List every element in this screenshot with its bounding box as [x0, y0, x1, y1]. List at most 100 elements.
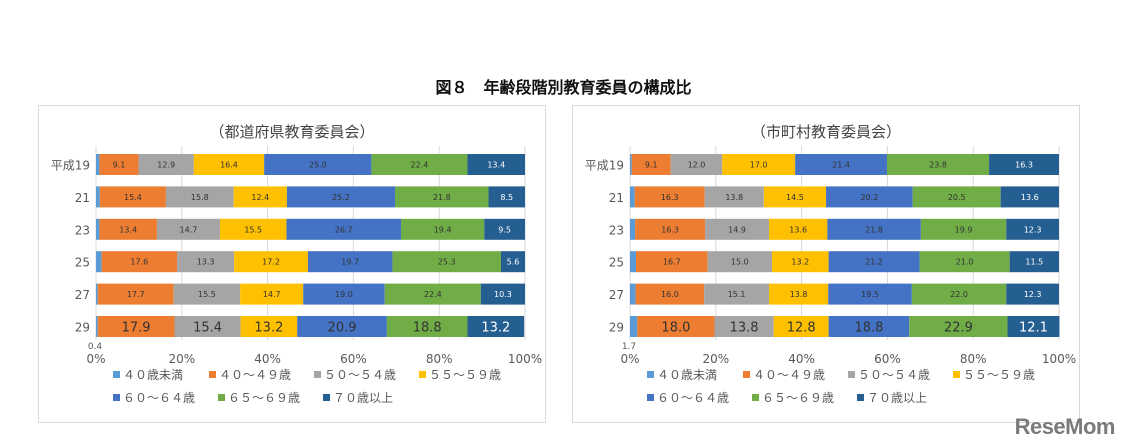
y-category-label: 平成19 — [51, 159, 90, 173]
data-label: 21.8 — [433, 193, 451, 202]
data-label: 15.5 — [244, 225, 262, 234]
bar-segment — [828, 283, 912, 305]
bar-segment — [371, 154, 468, 175]
bar-segment — [286, 218, 402, 240]
bar-segment — [467, 154, 525, 175]
data-label: 14.7 — [263, 290, 281, 299]
legend-swatch — [743, 371, 750, 378]
data-label: 13.4 — [119, 225, 137, 234]
bar-segment — [96, 154, 100, 175]
bar-segment — [177, 251, 235, 273]
data-label: 15.4 — [193, 321, 222, 336]
data-label: 15.1 — [728, 290, 746, 299]
data-label: 12.3 — [1024, 290, 1042, 299]
data-label: 13.8 — [790, 290, 808, 299]
bar-segment — [630, 154, 632, 175]
legend-label: ６５～６９歳 — [762, 391, 834, 405]
bar-segment — [989, 154, 1059, 175]
bar-segment — [630, 316, 638, 337]
data-label: 18.8 — [854, 321, 883, 336]
data-label: 19.5 — [861, 290, 879, 299]
bar-segment — [286, 186, 396, 208]
bar-segment — [264, 154, 372, 175]
data-label: 13.2 — [791, 258, 809, 267]
municipal-chart: （市町村教育委員会） 0% 20% 40% 60% 80% 100% 平成19 9.1 12.0 1… — [585, 123, 1076, 405]
bar-segment — [156, 218, 220, 240]
x-tick-label: 80% — [960, 352, 987, 366]
bar-segment — [722, 154, 796, 175]
bar-segment — [828, 251, 920, 273]
legend-swatch — [323, 394, 330, 401]
data-label: 12.9 — [157, 161, 175, 170]
legend-label: ７０歳以上 — [867, 391, 927, 405]
data-label: 15.5 — [198, 290, 216, 299]
bar-segment — [773, 316, 829, 337]
bar-segment — [96, 251, 102, 273]
bar-segment — [826, 186, 913, 208]
bar-segment — [240, 316, 298, 337]
legend-swatch — [752, 394, 759, 401]
prefecture-chart-panel: （都道府県教育委員会） 0% 20% 40% 60% 80% 100% 平成19 9.1 12.9… — [38, 105, 546, 423]
data-label: 21.4 — [832, 161, 850, 170]
bar-segment — [392, 251, 501, 273]
bar-segment — [635, 283, 705, 305]
y-category-label: 21 — [75, 191, 90, 205]
data-label: 13.6 — [1021, 193, 1039, 202]
y-category-label: 27 — [75, 288, 90, 302]
bar-segment — [173, 283, 241, 305]
y-category-label: 29 — [609, 321, 624, 335]
legend-label: ６０～６４歳 — [123, 391, 195, 405]
data-label: 19.7 — [341, 258, 359, 267]
data-label: 13.6 — [789, 225, 807, 234]
bar-segment — [827, 218, 921, 240]
data-label: 17.6 — [130, 258, 148, 267]
data-label: 13.4 — [487, 161, 505, 170]
data-label: 21.0 — [956, 258, 974, 267]
bar-segment — [240, 283, 304, 305]
bar-segment — [912, 186, 1001, 208]
bar-segment — [96, 316, 98, 337]
bar-segment — [636, 251, 708, 273]
data-label: 13.8 — [730, 321, 759, 336]
data-label: 9.5 — [498, 225, 511, 234]
data-label: 16.7 — [663, 258, 681, 267]
data-label: 26.7 — [335, 225, 353, 234]
legend-swatch — [314, 371, 321, 378]
data-label: 13.2 — [481, 321, 510, 336]
data-label: 14.7 — [180, 225, 198, 234]
x-tick-label: 40% — [254, 352, 281, 366]
data-label: 19.9 — [955, 225, 973, 234]
legend-swatch — [218, 394, 225, 401]
bar-segment — [635, 218, 706, 240]
data-label: 18.8 — [413, 321, 442, 336]
data-label: 25.3 — [438, 258, 456, 267]
bar-segment — [1000, 186, 1059, 208]
data-label: 25.0 — [309, 161, 327, 170]
bar-segment — [634, 186, 705, 208]
y-category-label: 25 — [609, 256, 624, 270]
prefecture-chart: （都道府県教育委員会） 0% 20% 40% 60% 80% 100% 平成19 9.1 12.9… — [51, 123, 542, 405]
bar-segment — [828, 316, 910, 337]
data-label: 18.0 — [661, 321, 690, 336]
y-category-label: 23 — [609, 223, 624, 237]
x-tick-label: 20% — [702, 352, 729, 366]
bar-segment — [99, 186, 166, 208]
bar-segment — [1009, 251, 1059, 273]
bar-segment — [630, 251, 637, 273]
y-category-label: 23 — [75, 223, 90, 237]
bar-segment — [500, 251, 525, 273]
legend-label: ５５～５９歳 — [429, 368, 501, 382]
data-label: 20.5 — [948, 193, 966, 202]
legend-label: ５５～５９歳 — [963, 368, 1035, 382]
data-label: 21.2 — [865, 258, 883, 267]
resemom-logo: ReseMom — [1014, 414, 1116, 439]
legend-label: ４０～４９歳 — [219, 368, 291, 382]
bar-segment — [909, 316, 1008, 337]
data-label: 8.5 — [500, 193, 513, 202]
bar-segment — [911, 283, 1007, 305]
bar-segment — [99, 218, 157, 240]
legend-swatch — [209, 371, 216, 378]
x-tick-label: 100% — [508, 352, 542, 366]
data-label: 15.4 — [124, 193, 142, 202]
x-tick-label: 40% — [788, 352, 815, 366]
